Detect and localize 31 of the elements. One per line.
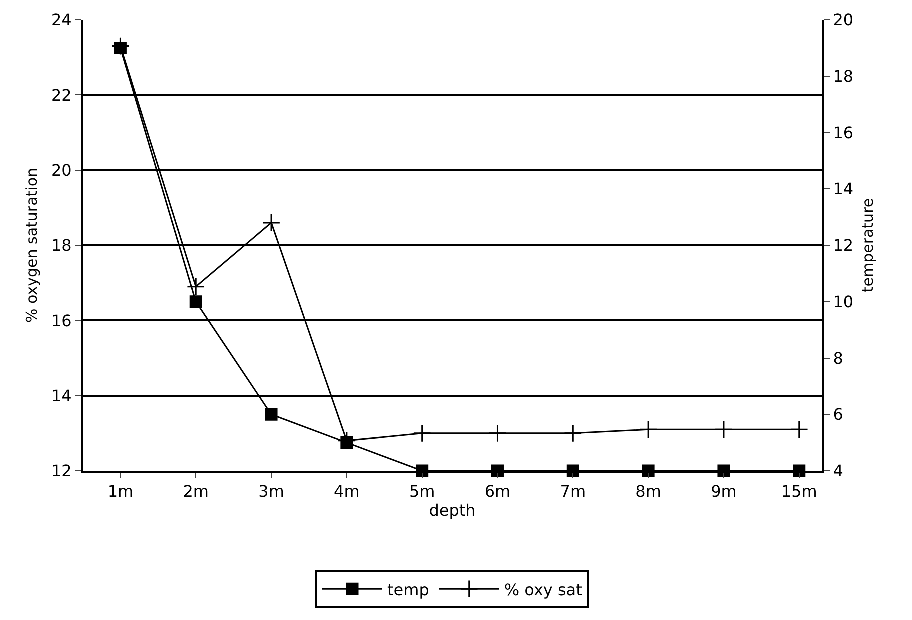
- y-tick-label: 12: [51, 462, 72, 481]
- legend-label: % oxy sat: [504, 580, 582, 600]
- y2-tick-label: 20: [833, 10, 854, 30]
- y2-tick-label: 8: [833, 348, 844, 368]
- y2-tick-label: 6: [833, 405, 844, 424]
- y-axis-title: % oxygen saturation: [23, 168, 42, 324]
- y-tick-label: 24: [51, 10, 72, 30]
- x-tick-label: 3m: [258, 482, 284, 502]
- y-tick-label: 20: [51, 160, 72, 180]
- x-tick-label: 6m: [484, 482, 511, 502]
- x-tick-label: 4m: [334, 482, 360, 502]
- x-tick-label: 7m: [560, 482, 586, 502]
- legend-label: temp: [388, 580, 430, 600]
- y2-tick-label: 16: [833, 123, 854, 142]
- y2-axis-title: temperature: [859, 198, 878, 293]
- y-tick-label: 14: [51, 386, 72, 406]
- y-tick-label: 18: [51, 236, 72, 256]
- y-tick-label: 16: [51, 311, 72, 330]
- x-tick-label: 1m: [108, 482, 134, 502]
- y2-tick-label: 14: [833, 180, 854, 199]
- x-tick-label: 9m: [711, 482, 737, 502]
- y-tick-label: 22: [51, 86, 72, 105]
- x-tick-label: 5m: [409, 482, 436, 502]
- x-tick-label: 15m: [781, 482, 818, 502]
- y2-tick-label: 18: [833, 66, 854, 86]
- x-axis-title: depth: [429, 501, 476, 520]
- x-tick-label: 2m: [183, 482, 209, 502]
- y2-tick-label: 12: [833, 236, 854, 256]
- x-tick-label: 8m: [636, 482, 662, 502]
- y2-tick-label: 4: [833, 462, 844, 481]
- y2-tick-label: 10: [833, 292, 854, 312]
